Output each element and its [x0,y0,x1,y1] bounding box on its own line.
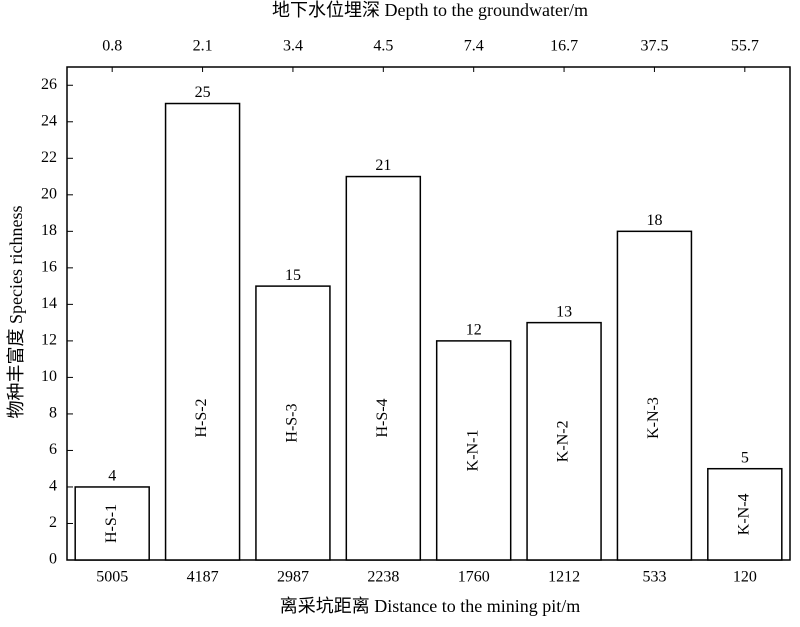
y-tick-label: 6 [49,441,57,458]
x-top-tick-label: 0.8 [102,38,122,55]
bar [435,340,512,561]
x-top-tick-label: 3.4 [283,38,303,55]
value-label: 15 [285,267,301,284]
bar-site-label: K-N-1 [464,430,481,472]
y-tick-label: 2 [49,514,57,531]
x-tick-label: 120 [733,569,757,586]
bar [164,102,241,561]
y-tick-label: 10 [41,368,57,385]
y-tick-label: 0 [49,551,57,568]
bar-site-label: H-S-3 [284,404,301,443]
value-label: 13 [556,303,572,320]
x-top-tick-label: 7.4 [464,38,484,55]
x-tick-label: 1212 [548,569,580,586]
x-tick-label: 2987 [277,569,309,586]
x-axis-title: 离采坑距离 Distance to the mining pit/m [280,596,580,616]
y-tick-label: 14 [41,295,57,312]
value-label: 4 [108,468,116,485]
y-tick-label: 8 [49,405,57,422]
y-tick-label: 24 [41,112,57,129]
bar [345,175,422,561]
bar-site-label: K-N-3 [645,397,662,439]
y-tick-label: 26 [41,76,57,93]
y-tick-label: 4 [49,478,57,495]
x-top-tick-label: 37.5 [640,38,668,55]
bar-site-label: H-S-2 [193,398,210,437]
y-tick-label: 16 [41,259,57,276]
value-label: 5 [741,449,749,466]
value-label: 25 [195,84,211,101]
bar-site-label: H-S-1 [103,504,120,543]
value-label: 12 [466,322,482,339]
plot-frame [66,66,791,561]
x-tick-label: 4187 [187,569,219,586]
bar-site-label: K-N-4 [735,493,752,535]
y-tick-label: 20 [41,185,57,202]
x-tick-label: 1760 [458,569,490,586]
bar-site-label: H-S-4 [374,398,391,437]
bar-site-label: K-N-2 [555,420,572,462]
bar [74,486,150,561]
chart-title: 地下水位埋深 Depth to the groundwater/m [272,0,588,20]
bar [526,321,602,561]
x-tick-label: 2238 [367,569,399,586]
bar [707,467,783,561]
bar [255,285,331,561]
value-label: 18 [646,212,662,229]
y-tick-label: 18 [41,222,57,239]
x-top-tick-label: 4.5 [373,38,393,55]
x-top-tick-label: 55.7 [731,38,759,55]
bar [616,230,693,561]
y-tick-label: 22 [41,149,57,166]
y-tick-label: 12 [41,332,57,349]
x-top-tick-label: 2.1 [193,38,213,55]
value-label: 21 [375,157,391,174]
x-tick-label: 533 [642,569,666,586]
x-top-tick-label: 16.7 [550,38,578,55]
x-tick-label: 5005 [96,569,128,586]
y-axis-title: 物种丰富度 Species richness [6,206,26,419]
